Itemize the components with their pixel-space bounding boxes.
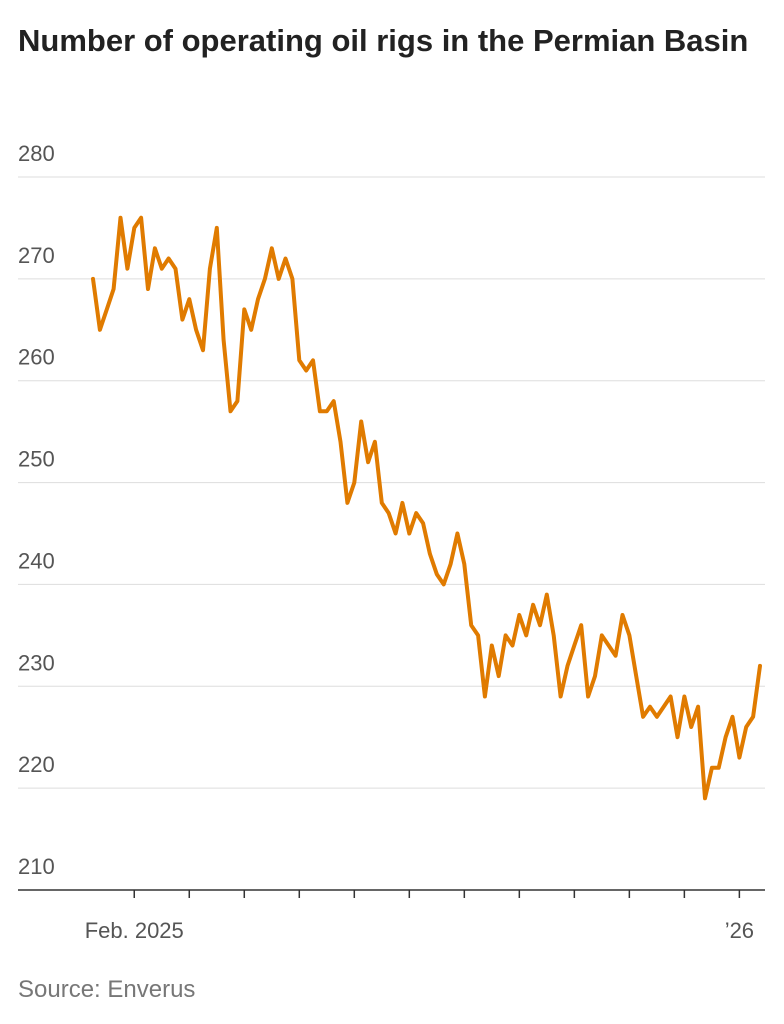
y-tick-label: 260: [18, 345, 55, 370]
x-tick-label: Feb. 2025: [85, 918, 184, 943]
y-tick-label: 240: [18, 548, 55, 573]
y-tick-label: 280: [18, 141, 55, 166]
chart: 210 220 230 240 250 260 270 280 Feb. 2025 ’26: [18, 141, 765, 943]
y-tick-label: 250: [18, 447, 55, 472]
y-tick-label: 210: [18, 854, 55, 879]
y-tick-label: 230: [18, 650, 55, 675]
data-line: [91, 215, 762, 801]
chart-title: Number of operating oil rigs in the Perm…: [18, 23, 749, 58]
x-tick-label: ’26: [725, 918, 754, 943]
y-tick-label: 270: [18, 243, 55, 268]
y-tick-label: 220: [18, 752, 55, 777]
source-note: Source: Enverus: [18, 976, 196, 1003]
